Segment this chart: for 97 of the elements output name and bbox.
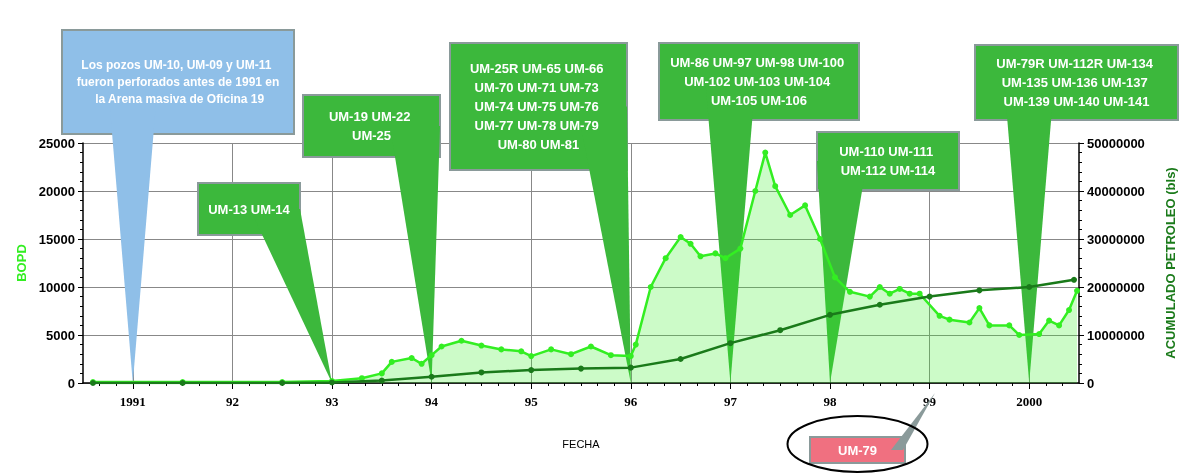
point (1006, 322, 1013, 329)
y2-axis-title: ACUMULADO PETROLEO (bls) (1163, 167, 1178, 359)
annotation: UM-86 UM-97 UM-98 UM-100 UM-102 UM-103 UM-104 UM-105 UM-106 (670, 55, 848, 108)
y2-tick-label: 0 (1087, 375, 1095, 391)
point (827, 311, 833, 318)
point (587, 343, 594, 350)
point (627, 353, 634, 360)
point (737, 245, 744, 252)
point (478, 342, 485, 349)
point (378, 370, 385, 377)
point (846, 288, 853, 295)
x-tick-label: 97 (723, 394, 738, 409)
y2-tick-label: 20000000 (1087, 279, 1145, 295)
point (876, 284, 883, 290)
point (787, 212, 794, 218)
x-tick-label: 93 (325, 394, 339, 409)
y-tick-label: 20000 (38, 183, 75, 199)
point (1016, 332, 1023, 338)
x-tick-label: 92 (225, 394, 239, 409)
point (578, 365, 584, 372)
point (976, 287, 983, 294)
x-tick-label: 94 (425, 394, 439, 409)
point (458, 337, 465, 344)
point (752, 188, 759, 194)
point (866, 293, 873, 300)
point (548, 346, 555, 353)
text: UM-79 (837, 442, 878, 458)
point (607, 352, 614, 359)
point (378, 377, 385, 384)
point (986, 322, 993, 329)
point (762, 149, 769, 156)
y2-tick-label: 30000000 (1087, 231, 1145, 247)
point (687, 240, 694, 247)
point (722, 255, 729, 262)
x-tick-label: 2000 (1016, 394, 1043, 409)
point (831, 274, 838, 281)
point (712, 250, 719, 257)
y-axis-title: BOPD (13, 244, 29, 282)
point (418, 360, 425, 367)
x-tick-label: 96 (624, 394, 638, 409)
point (916, 290, 923, 297)
point (926, 293, 933, 300)
point (528, 353, 535, 360)
point (896, 285, 903, 292)
point (408, 355, 415, 362)
point (438, 343, 445, 350)
annotation: Los pozos UM-10, UM-09 y UM-11 fueron perforados antes de 1991 en la Arena masiva de Oficina 19 (76, 58, 280, 106)
y-tick-label: 25000 (38, 135, 75, 151)
point (428, 373, 435, 380)
annotation: UM-79R UM-112R UM-134 UM-135 UM-136 UM-137 UM-139 UM-140 UM-141 (996, 56, 1157, 109)
point (1026, 284, 1033, 290)
x-tick-label: 95 (524, 394, 539, 409)
annotation: UM-25R UM-65 UM-66 UM-70 UM-71 UM-73 UM-74 UM-75 UM-76 UM-77 UM-78 UM-79 UM-80 UM-81 (469, 61, 608, 152)
point (777, 327, 784, 334)
point (976, 305, 983, 312)
y-tick-label: 0 (67, 375, 75, 391)
point (886, 290, 893, 297)
point (627, 364, 634, 371)
point (518, 348, 525, 355)
point (568, 351, 575, 358)
y-tick-label: 15000 (38, 231, 75, 247)
point (1066, 307, 1073, 314)
x-axis-title: FECHA (562, 437, 601, 450)
y-tick-label: 10000 (38, 279, 75, 295)
y2-tick-label: 10000000 (1087, 327, 1145, 343)
y2-tick-label: 40000000 (1087, 183, 1145, 199)
point (906, 290, 913, 297)
point (632, 341, 639, 348)
point (677, 234, 684, 241)
point (817, 236, 824, 242)
point (647, 284, 654, 290)
point (876, 301, 883, 308)
point (966, 319, 973, 326)
point (528, 367, 535, 374)
y2-tick-label: 50000000 (1087, 135, 1145, 151)
x-tick-label: 98 (823, 394, 837, 409)
point (428, 352, 435, 359)
point (772, 183, 779, 190)
x-tick-label: 1991 (119, 394, 146, 409)
point (1046, 317, 1053, 324)
point (662, 255, 669, 262)
point (677, 356, 684, 362)
y-tick-label: 5000 (46, 327, 75, 343)
point (802, 202, 809, 209)
point (1074, 287, 1081, 294)
point (936, 312, 943, 319)
annotation: UM-110 UM-111 UM-112 UM-114 (839, 144, 937, 178)
point (498, 346, 505, 353)
annotation: UM-19 UM-22 UM-25 (328, 109, 415, 143)
point (388, 358, 395, 365)
point (727, 340, 734, 347)
point (697, 253, 704, 260)
annotation: UM-13 UM-14 (208, 201, 291, 217)
point (1036, 331, 1043, 338)
point (1071, 276, 1078, 283)
point (1056, 322, 1063, 329)
point (478, 369, 485, 376)
